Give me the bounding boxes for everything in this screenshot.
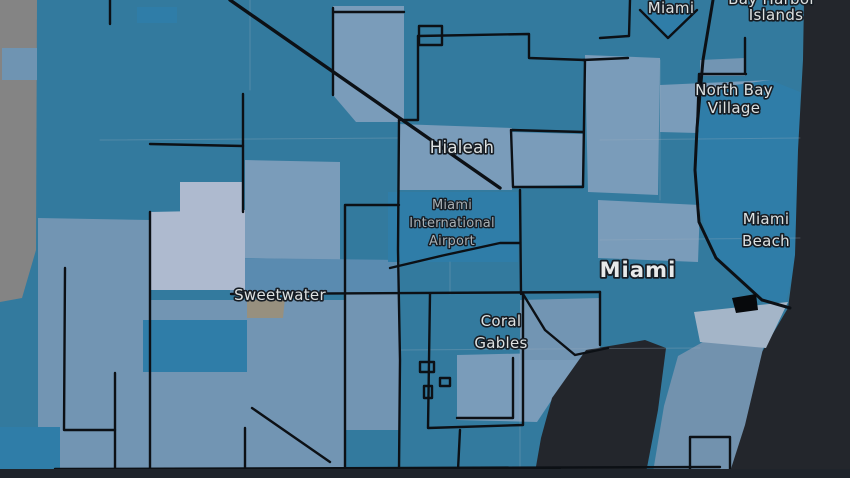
road-line	[599, 237, 801, 241]
nodata-region	[0, 0, 37, 302]
tract-region	[520, 298, 600, 360]
labels-layer: Miami Bay Harbor Islands North Bay Villa…	[232, 0, 817, 354]
label-miami-beach-line1: Miami	[743, 210, 790, 228]
south-beach-tract	[694, 302, 788, 348]
tract-region	[137, 7, 177, 23]
ocean	[726, 0, 850, 478]
tract-border	[343, 203, 401, 472]
tracts-lavender-layer	[150, 182, 245, 290]
road-line	[99, 137, 401, 141]
tract-border	[438, 376, 452, 388]
label-airport-line1: Miami	[432, 198, 472, 213]
landmark-icon	[732, 294, 758, 313]
tract-border	[229, 290, 602, 296]
tract-border	[693, 0, 792, 310]
tract-region	[640, 10, 700, 40]
tan-region	[247, 298, 285, 318]
tract-border	[148, 142, 245, 148]
tract-border	[53, 465, 722, 471]
airport-tract	[388, 192, 518, 262]
bay	[534, 340, 666, 478]
tract-region	[180, 182, 243, 212]
road-line	[599, 137, 801, 141]
tract-border	[396, 118, 402, 472]
road-line	[399, 347, 701, 351]
tract-border	[388, 241, 522, 270]
tract-border	[455, 356, 515, 420]
label-coral-gables-line2: Gables	[474, 334, 527, 352]
tract-border	[422, 384, 434, 400]
tract-border	[581, 56, 630, 62]
label-airport-line2: International	[409, 216, 495, 231]
label-north-bay-line1: North Bay	[695, 81, 773, 99]
label-bay-harbor-line1: Bay Harbor	[728, 0, 816, 8]
bottom-edge-strip	[0, 469, 850, 478]
tracts-band-layer	[230, 258, 400, 294]
tract-border	[228, 0, 502, 190]
tract-region	[585, 55, 660, 195]
gray-tab-region	[2, 48, 37, 80]
label-airport-line3: Airport	[429, 234, 475, 249]
tract-border	[417, 24, 444, 47]
label-miami-beach-line2: Beach	[742, 232, 790, 250]
label-north-bay-line2: Village	[708, 99, 760, 117]
tract-region	[0, 427, 60, 478]
tract-border	[416, 32, 587, 189]
label-miami: Miami	[600, 258, 677, 282]
miami-beach-tract	[695, 80, 800, 302]
label-hialeah: Hialeah	[430, 138, 495, 157]
tract-border	[397, 34, 420, 122]
tract-border	[331, 6, 406, 97]
tract-borders-layer	[53, 0, 792, 477]
tract-border	[521, 292, 610, 357]
label-miami-top: Miami	[648, 0, 695, 17]
tract-border	[62, 266, 117, 432]
tract-region	[150, 210, 245, 290]
nodata-layer	[0, 0, 285, 318]
label-coral-gables-line1: Coral	[481, 312, 522, 330]
label-bay-harbor-line2: Islands	[749, 6, 804, 24]
tract-region	[230, 258, 400, 294]
tracts-bright-layer	[0, 7, 800, 478]
tract-region	[143, 320, 247, 372]
key-biscayne-tract	[652, 318, 766, 478]
tract-region	[512, 132, 583, 186]
tract-region	[346, 294, 399, 430]
label-sweetwater: Sweetwater	[234, 286, 326, 304]
tract-region	[598, 200, 700, 262]
tract-region	[700, 58, 745, 76]
tract-border	[598, 0, 699, 40]
roads-layer	[99, 0, 801, 469]
tract-border	[250, 406, 332, 464]
tract-region	[245, 160, 340, 260]
tract-border	[418, 360, 436, 374]
water-layer	[534, 0, 850, 478]
tract-region	[333, 6, 404, 122]
